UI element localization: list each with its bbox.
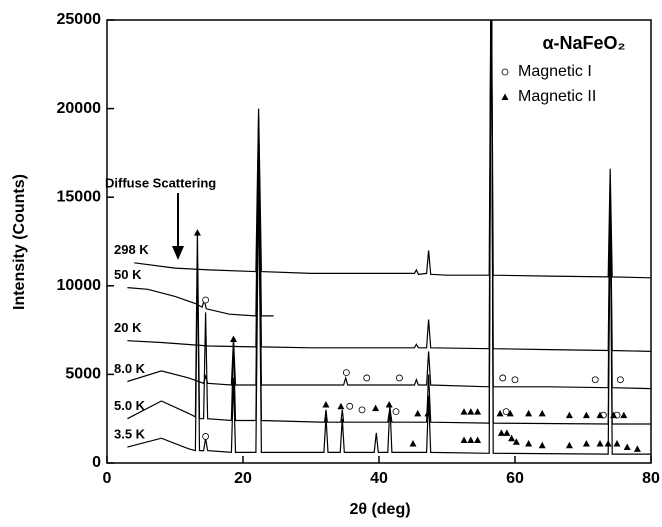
peak-marker [337,402,345,410]
curve-label: 3.5 K [114,426,146,441]
peak-marker [623,443,631,451]
peak-marker [395,374,403,382]
y-tick-label: 10000 [57,277,102,294]
peak-marker [496,409,504,417]
peak-marker [409,440,417,447]
y-tick-label: 0 [92,454,101,471]
peak-marker [582,411,590,419]
peak-marker [565,441,573,449]
peak-marker [633,445,641,452]
peak-marker [460,436,468,443]
plot-frame [106,19,652,464]
legend-title: α-NaFeO₂ [542,33,625,53]
x-tick-label: 80 [642,470,660,487]
plot-area [127,20,651,455]
series-line [127,117,274,317]
peak-marker [582,440,590,447]
annotation-arrowhead [172,246,184,260]
peak-marker [358,406,366,414]
peak-marker [538,441,546,449]
peak-marker [591,376,599,384]
peak-marker [613,440,621,447]
peak-marker [363,374,371,382]
peak-marker [385,401,393,408]
peak-marker [474,436,482,443]
peak-marker [392,408,400,416]
peak-marker [525,409,533,417]
peak-marker [202,296,210,304]
peak-marker [467,408,475,415]
x-tick-label: 40 [370,470,388,487]
curve-label: 298 K [114,242,149,257]
peak-marker [342,369,350,377]
peak-marker [508,434,516,442]
peak-marker [565,411,573,419]
y-axis-label: Intensity (Counts) [11,174,28,310]
curve-label: 5.0 K [114,398,146,413]
peak-marker [414,409,422,417]
peak-marker [604,440,612,447]
peak-marker [538,409,546,417]
peak-marker [322,401,330,408]
curve-label: 20 K [114,320,142,335]
y-tick-label: 20000 [57,100,102,117]
peak-marker [346,402,354,410]
peak-marker [596,411,604,419]
peak-marker [467,436,475,443]
peak-marker [497,429,505,436]
y-tick-label: 25000 [57,11,102,28]
peak-marker [512,438,520,445]
x-tick-label: 60 [506,470,524,487]
curve-label: 8.0 K [114,361,146,376]
y-tick-label: 5000 [65,366,101,383]
peak-marker [610,411,618,419]
legend-symbol [501,68,509,76]
peak-marker [424,409,432,417]
peak-marker [372,404,380,412]
x-tick-label: 0 [103,470,112,487]
peak-marker [506,409,514,417]
peak-marker [525,440,533,447]
series-line [127,20,651,455]
y-tick-label: 15000 [57,188,102,205]
legend-symbol [501,93,509,100]
legend-label: Magnetic I [518,63,592,80]
peak-marker [596,440,604,447]
peak-marker [474,408,482,415]
peak-marker [460,408,468,415]
peak-marker [229,335,237,342]
curve-label: 50 K [114,267,142,282]
peak-marker [503,429,511,436]
peak-marker [202,433,210,440]
peak-marker [502,408,510,416]
peak-marker [499,374,507,382]
peak-marker [617,376,624,384]
x-tick-label: 20 [234,470,252,487]
x-axis-label: 2θ (deg) [349,501,410,518]
peak-marker [620,411,628,419]
annotation: Diffuse Scattering [105,175,216,190]
peak-marker [511,376,519,384]
peak-marker [193,229,201,236]
legend-label: Magnetic II [518,88,596,105]
